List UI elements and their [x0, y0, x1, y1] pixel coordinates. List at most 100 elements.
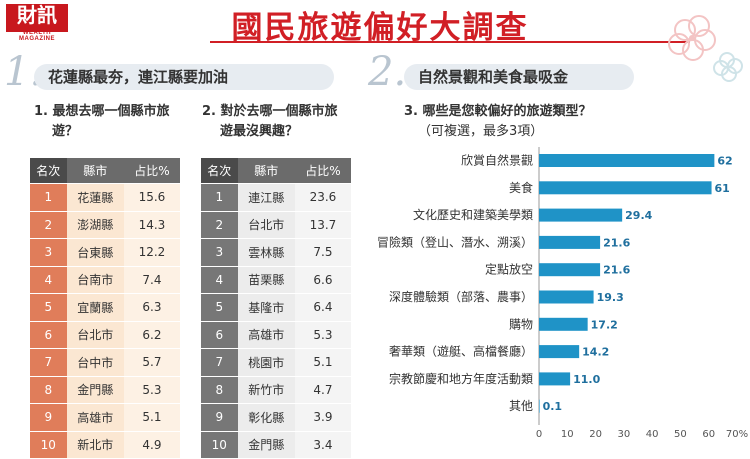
least-interested-row: 9 彰化縣 3.9 — [201, 403, 351, 432]
column-header-share: 占比% — [123, 158, 180, 184]
x-tick-label: 0 — [536, 429, 542, 440]
most-wanted-row: 9 高雄市 5.1 — [30, 403, 180, 432]
bar — [539, 317, 588, 331]
most-wanted-row: 8 金門縣 5.3 — [30, 376, 180, 404]
category-label: 宗教節慶和地方年度活動類 — [389, 371, 533, 386]
ranking-table-least-interested: 名次 縣市 占比% 1 連江縣 23.6 2 台北市 13.7 3 雲林縣 7.5 4 苗栗縣 6.6… — [201, 158, 351, 459]
county-cell: 新北市 — [66, 431, 124, 459]
bar — [539, 345, 580, 359]
value-label: 61 — [715, 182, 730, 195]
value-label: 14.2 — [582, 346, 609, 359]
most-wanted-row: 1 花蓮縣 15.6 — [30, 183, 180, 212]
bar — [539, 154, 715, 167]
rank-cell: 8 — [201, 376, 238, 404]
least-interested-row: 2 台北市 13.7 — [201, 211, 351, 239]
rank-cell: 2 — [201, 211, 238, 239]
county-cell: 高雄市 — [66, 403, 124, 432]
rank-cell: 8 — [30, 376, 67, 404]
county-cell: 花蓮縣 — [66, 183, 124, 212]
county-cell: 桃園市 — [237, 348, 295, 377]
rank-cell: 6 — [201, 321, 238, 349]
bar — [539, 235, 601, 249]
county-cell: 台南市 — [66, 266, 124, 294]
most-wanted-row: 6 台北市 6.2 — [30, 321, 180, 349]
county-cell: 高雄市 — [237, 321, 295, 349]
column-header-rank: 名次 — [30, 158, 67, 184]
county-cell: 金門縣 — [66, 376, 124, 404]
share-cell: 14.3 — [123, 211, 180, 239]
share-cell: 5.1 — [123, 403, 180, 432]
least-interested-row: 7 桃園市 5.1 — [201, 348, 351, 377]
most-wanted-row: 2 澎湖縣 14.3 — [30, 211, 180, 239]
question-2-line1: 2. 對於去哪一個縣市旅 — [202, 104, 338, 119]
share-cell: 5.3 — [123, 376, 180, 404]
rank-cell: 1 — [30, 183, 67, 212]
rank-cell: 10 — [201, 431, 238, 459]
question-2-line2: 遊最沒興趣？ — [220, 124, 299, 139]
category-label: 奢華類（遊艇、高檔餐廳） — [389, 344, 533, 359]
rank-cell: 9 — [30, 403, 67, 432]
x-tick-label: 30 — [617, 429, 630, 440]
county-cell: 苗栗縣 — [237, 266, 295, 294]
share-cell: 5.7 — [123, 348, 180, 377]
share-cell: 4.7 — [294, 376, 351, 404]
ranking-table-most-wanted: 名次 縣市 占比% 1 花蓮縣 15.6 2 澎湖縣 14.3 3 台東縣 12.2 4 台南市 7.… — [30, 158, 180, 459]
county-cell: 台中市 — [66, 348, 124, 377]
flower-decoration-icon — [668, 15, 743, 82]
county-cell: 連江縣 — [237, 183, 295, 212]
share-cell: 4.9 — [123, 431, 180, 459]
county-cell: 雲林縣 — [237, 238, 295, 267]
bar — [539, 372, 571, 386]
share-cell: 6.6 — [294, 266, 351, 294]
county-cell: 彰化縣 — [237, 403, 295, 432]
share-cell: 13.7 — [294, 211, 351, 239]
rank-cell: 5 — [30, 293, 67, 322]
category-label: 文化歷史和建築美學類 — [413, 207, 533, 222]
question-1-line2: 遊？ — [52, 124, 79, 139]
x-tick-label: 40 — [646, 429, 659, 440]
bar — [539, 181, 712, 195]
rank-cell: 3 — [201, 238, 238, 267]
logo: 財訊 — [6, 4, 68, 32]
share-cell: 7.4 — [123, 266, 180, 294]
least-interested-row: 4 苗栗縣 6.6 — [201, 266, 351, 294]
county-cell: 基隆市 — [237, 293, 295, 322]
share-cell: 5.1 — [294, 348, 351, 377]
bar — [539, 263, 601, 277]
rank-cell: 6 — [30, 321, 67, 349]
column-header-county: 縣市 — [237, 158, 295, 184]
category-label: 購物 — [509, 317, 533, 331]
rank-cell: 7 — [30, 348, 67, 377]
most-wanted-row: 10 新北市 4.9 — [30, 431, 180, 459]
most-wanted-row: 4 台南市 7.4 — [30, 266, 180, 294]
travel-type-bar-chart: 欣賞自然景觀 62 美食 61 文化歷史和建築美學類 29.4 冒險類（登山、潛水、溯溪） 2… — [377, 147, 748, 440]
question-3: 3. 哪些是您較偏好的旅遊類型？ （可複選，最多3項） — [404, 102, 592, 142]
least-interested-row: 6 高雄市 5.3 — [201, 321, 351, 349]
section2-heading: 自然景觀和美食最吸金 — [404, 64, 634, 90]
page-title: 國民旅遊偏好大調查 — [231, 10, 529, 46]
county-cell: 台北市 — [66, 321, 124, 349]
share-cell: 6.3 — [123, 293, 180, 322]
column-header-share: 占比% — [294, 158, 351, 184]
value-label: 29.4 — [625, 209, 652, 222]
category-label: 欣賞自然景觀 — [461, 153, 533, 168]
category-label: 美食 — [509, 180, 533, 195]
value-label: 21.6 — [603, 236, 630, 249]
logo-subtitle: WEALTH MAGAZINE — [19, 30, 55, 42]
question-2: 2. 對於去哪一個縣市旅 遊最沒興趣？ — [202, 102, 338, 142]
value-label: 21.6 — [603, 264, 630, 277]
column-header-rank: 名次 — [201, 158, 238, 184]
share-cell: 3.9 — [294, 403, 351, 432]
value-label: 0.1 — [543, 400, 563, 413]
value-label: 11.0 — [573, 373, 600, 386]
x-tick-label: 70% — [726, 429, 748, 440]
bar — [539, 290, 594, 304]
bar — [539, 208, 623, 222]
county-cell: 金門縣 — [237, 431, 295, 459]
rank-cell: 1 — [201, 183, 238, 212]
least-interested-row: 8 新竹市 4.7 — [201, 376, 351, 404]
rank-cell: 7 — [201, 348, 238, 377]
share-cell: 7.5 — [294, 238, 351, 267]
category-label: 冒險類（登山、潛水、溯溪） — [377, 234, 533, 249]
rank-cell: 9 — [201, 403, 238, 432]
